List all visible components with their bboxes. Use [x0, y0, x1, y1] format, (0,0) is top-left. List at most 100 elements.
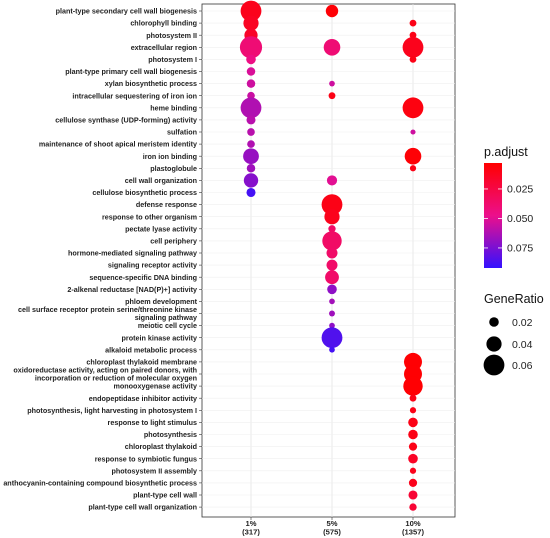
dot [404, 147, 422, 165]
color-legend-tick: 0.025 [507, 184, 533, 196]
dot [326, 247, 338, 259]
dot [329, 298, 335, 305]
term-label: alkaloid metabolic process [105, 345, 197, 354]
color-legend-title: p.adjust [484, 145, 528, 159]
dot [409, 165, 417, 172]
dot [246, 187, 256, 198]
dot [408, 478, 418, 487]
dot [322, 231, 342, 251]
term-label: monooxygenase activity [114, 382, 198, 391]
dot [243, 148, 259, 165]
term-label: cellulose biosynthetic process [92, 188, 197, 197]
color-legend: p.adjust 0.025 0.050 0.075 [484, 145, 533, 268]
dot [408, 453, 418, 464]
term-label: cell periphery [150, 237, 197, 246]
x-tick-label: 10% [405, 519, 420, 528]
term-label: oxidoreductase activity, acting on paire… [13, 365, 197, 382]
term-label: hormone-mediated signaling pathway [68, 249, 197, 258]
term-label: response to other organism [102, 212, 197, 221]
term-label: iron ion binding [143, 152, 197, 161]
size-legend-title: GeneRatio [484, 292, 544, 306]
dot [246, 79, 256, 88]
term-label: cellulose synthase (UDP-forming) activit… [55, 116, 197, 125]
plot-panel [201, 3, 456, 518]
size-legend-label: 0.02 [512, 317, 533, 329]
term-label: cell surface receptor protein serine/thr… [18, 305, 197, 322]
size-legend-dot [486, 336, 502, 352]
size-legend-dot [489, 317, 499, 327]
color-legend-tick: 0.075 [507, 243, 533, 255]
size-legend: GeneRatio 0.02 0.04 0.06 [483, 292, 544, 376]
term-label: meiotic cell cycle [138, 321, 197, 330]
dot [409, 19, 417, 27]
term-label: intracellular sequestering of iron ion [72, 91, 197, 100]
x-tick-sublabel: (575) [323, 528, 341, 537]
dot [408, 490, 418, 500]
color-legend-tick: 0.050 [507, 213, 533, 225]
dot [403, 376, 423, 396]
term-label: photosynthesis, light harvesting in phot… [27, 406, 197, 415]
dot [239, 36, 263, 59]
term-label: plant-type secondary cell wall biogenesi… [56, 7, 197, 16]
term-label: cell wall organization [125, 176, 197, 185]
dot [410, 129, 416, 135]
term-label: sequence-specific DNA binding [89, 273, 197, 282]
color-bar [484, 163, 502, 268]
term-label: plastoglobule [150, 164, 197, 173]
term-label: plant-type cell wall organization [88, 503, 197, 512]
dot [321, 194, 343, 216]
term-label: response to symbiotic fungus [95, 454, 197, 463]
term-label: defense response [136, 200, 197, 209]
dot [240, 97, 262, 119]
dot [408, 417, 418, 428]
x-tick-sublabel: (317) [242, 528, 260, 537]
dot [408, 442, 418, 451]
term-label: signaling receptor activity [108, 261, 197, 270]
size-legend-label: 0.06 [512, 360, 533, 372]
x-tick-sublabel: (1357) [402, 528, 424, 537]
dot [246, 115, 256, 125]
dot [247, 128, 255, 136]
term-label: 2-alkenal reductase [NAD(P)+] activity [67, 285, 197, 294]
size-legend-dot [483, 354, 505, 376]
dot [327, 284, 337, 295]
dots [239, 0, 424, 511]
dot [408, 429, 418, 440]
dot [246, 54, 256, 65]
term-label: maintenance of shoot apical meristem ide… [39, 140, 197, 149]
dot [325, 270, 339, 285]
x-tick-label: 5% [327, 519, 338, 528]
term-label: photosynthesis [144, 430, 197, 439]
dot [329, 322, 335, 329]
dot [321, 327, 343, 349]
x-tick-label: 1% [246, 519, 257, 528]
dot [329, 80, 335, 87]
dot [409, 407, 417, 414]
dot [409, 503, 417, 511]
term-label: heme binding [150, 103, 197, 112]
dot [243, 173, 259, 188]
term-labels: plant-type secondary cell wall biogenesi… [3, 7, 202, 512]
dot [326, 259, 338, 271]
term-label: chloroplast thylakoid membrane [86, 358, 197, 367]
term-label: photosystem I [148, 55, 197, 64]
dot [328, 92, 336, 100]
dot [409, 394, 417, 402]
term-label: chloroplast thylakoid [125, 442, 197, 451]
term-label: phloem development [125, 297, 197, 306]
dot [409, 467, 417, 474]
size-legend-label: 0.04 [512, 339, 533, 351]
term-label: chlorophyll binding [130, 19, 197, 28]
term-label: endopeptidase inhibitor activity [89, 394, 197, 403]
x-axis: 1%(317) 5%(575) 10%(1357) [242, 517, 424, 537]
dot [246, 67, 256, 76]
dot [240, 0, 262, 22]
term-label: photosystem II assembly [112, 466, 197, 475]
term-label: response to light stimulus [108, 418, 197, 427]
dot [326, 175, 338, 186]
dot [247, 140, 255, 148]
term-label: pectate lyase activity [125, 224, 197, 233]
dot [329, 346, 335, 353]
dot [402, 97, 424, 119]
